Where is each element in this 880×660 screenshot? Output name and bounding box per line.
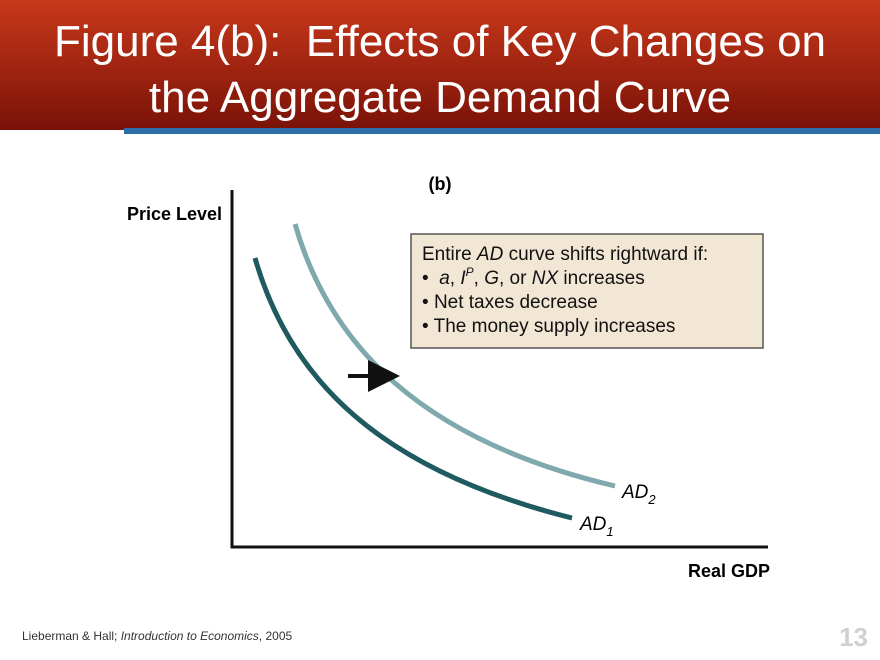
panel-label: (b) bbox=[429, 174, 452, 194]
run: NX bbox=[532, 268, 560, 289]
y-axis-label: Price Level bbox=[127, 204, 222, 224]
box-line: Entire AD curve shifts rightward if: bbox=[422, 244, 708, 265]
run: a bbox=[439, 268, 450, 289]
run: Net taxes decrease bbox=[434, 292, 598, 313]
run: P bbox=[466, 265, 474, 279]
curve-label-sub: 2 bbox=[647, 492, 656, 507]
info-box bbox=[410, 233, 764, 349]
run: I bbox=[460, 268, 466, 289]
run: The money supply increases bbox=[434, 316, 676, 337]
slide-number: 13 bbox=[839, 622, 868, 652]
run: increases bbox=[558, 268, 645, 289]
axes bbox=[230, 190, 768, 549]
run: Entire bbox=[422, 244, 477, 265]
run: Lieberman & Hall; bbox=[22, 629, 121, 643]
curve-label: AD1 bbox=[579, 514, 614, 539]
run: , 2005 bbox=[259, 629, 293, 643]
box-text: Entire AD curve shifts rightward if: • a… bbox=[422, 244, 708, 337]
header-rule bbox=[124, 128, 880, 134]
citation: Lieberman & Hall; Introduction to Econom… bbox=[22, 629, 292, 643]
curve-label: AD2 bbox=[621, 482, 656, 507]
box-line: • Net taxes decrease bbox=[422, 292, 598, 313]
title-line: Figure 4(b): Effects of Key Changes on bbox=[54, 17, 826, 66]
run: , bbox=[450, 268, 461, 289]
box-line: • a, IP, G, or NX increases bbox=[422, 265, 645, 289]
curve-label-text: AD bbox=[621, 482, 649, 503]
run: G bbox=[484, 268, 499, 289]
x-axis-label: Real GDP bbox=[688, 561, 770, 581]
box-line: • The money supply increases bbox=[422, 316, 675, 337]
header-band bbox=[0, 0, 880, 130]
run: , bbox=[474, 268, 485, 289]
curve-label-sub: 1 bbox=[606, 524, 613, 539]
run: , or bbox=[499, 268, 532, 289]
curve-label-text: AD bbox=[579, 514, 607, 535]
run: AD bbox=[476, 244, 504, 265]
curve-ad1 bbox=[252, 257, 573, 521]
run: Introduction to Economics bbox=[121, 629, 259, 643]
run: curve shifts rightward if: bbox=[503, 244, 708, 265]
title-line: the Aggregate Demand Curve bbox=[149, 73, 731, 122]
